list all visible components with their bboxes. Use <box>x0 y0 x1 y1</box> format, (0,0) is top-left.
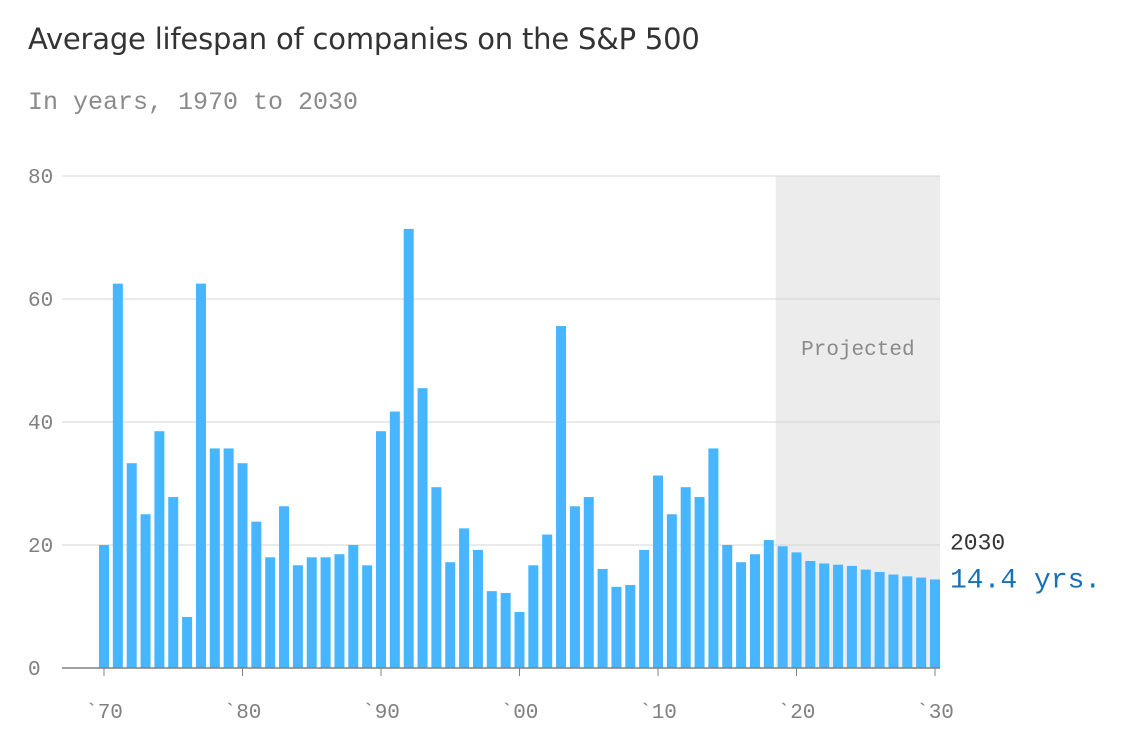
x-tick-label: `30 <box>916 702 954 725</box>
bar <box>694 497 705 668</box>
bar <box>279 506 290 668</box>
x-tick-label: `90 <box>362 702 400 725</box>
bar <box>182 616 193 668</box>
bar <box>195 283 206 668</box>
bar <box>265 557 276 668</box>
y-tick-label: 60 <box>28 290 53 313</box>
bar <box>819 563 830 668</box>
bar <box>223 448 234 668</box>
projected-label: Projected <box>801 339 914 362</box>
bar <box>888 574 899 668</box>
bar <box>708 448 719 668</box>
bar <box>833 564 844 668</box>
bar <box>611 586 622 668</box>
bar <box>569 506 580 668</box>
bar <box>749 554 760 668</box>
x-tick-label: `20 <box>778 702 816 725</box>
bar <box>542 534 553 668</box>
bar <box>916 577 927 668</box>
bar <box>459 528 470 668</box>
bar <box>292 565 303 668</box>
labels: 0 20 40 60 80 `70 `80 `90 `00 `10 `20 `30 2030 14.4 y… <box>28 167 1101 725</box>
bar <box>431 487 442 668</box>
x-tick-label: `80 <box>224 702 262 725</box>
bar <box>860 569 871 668</box>
bar <box>99 545 109 668</box>
x-tick-label: `00 <box>501 702 539 725</box>
bar <box>722 545 733 668</box>
bar <box>334 554 345 668</box>
bar <box>625 584 636 668</box>
bar <box>846 565 857 668</box>
bar <box>154 431 165 668</box>
bar <box>500 592 511 668</box>
bar <box>583 497 594 668</box>
bar <box>168 497 179 668</box>
bar <box>930 579 940 668</box>
bar <box>791 552 802 668</box>
x-tick-label: `10 <box>639 702 677 725</box>
x-tick-label: `70 <box>85 702 123 725</box>
bar <box>209 448 220 668</box>
bar <box>306 557 317 668</box>
bar <box>666 514 677 668</box>
bar <box>140 514 151 668</box>
bar <box>805 560 816 668</box>
bar <box>556 326 567 668</box>
bar <box>680 487 691 668</box>
bar <box>486 591 497 668</box>
bar <box>777 546 788 668</box>
bar <box>653 475 663 668</box>
bar <box>362 565 373 668</box>
bar <box>320 557 331 668</box>
y-tick-label: 0 <box>28 659 41 682</box>
bar <box>639 549 650 668</box>
y-tick-label: 40 <box>28 413 53 436</box>
bar <box>902 576 913 668</box>
bar <box>389 411 400 668</box>
bar <box>514 612 525 668</box>
chart-subtitle: In years, 1970 to 2030 <box>28 88 359 117</box>
bar <box>763 540 774 668</box>
bar <box>417 388 428 668</box>
bar <box>112 283 123 668</box>
chart-title: Average lifespan of companies on the S&P… <box>28 22 700 56</box>
annotation-value: 14.4 yrs. <box>950 565 1101 596</box>
bar <box>472 549 483 668</box>
bar <box>237 463 248 668</box>
bar <box>251 521 262 668</box>
bar <box>445 562 456 668</box>
bar <box>528 565 539 668</box>
gridlines <box>62 175 940 546</box>
annotation-year: 2030 <box>950 530 1005 556</box>
bar <box>403 228 414 668</box>
bar <box>597 568 608 668</box>
bar <box>376 431 386 668</box>
y-tick-label: 20 <box>28 536 53 559</box>
bar <box>874 572 885 668</box>
bar <box>736 562 747 668</box>
bars <box>99 228 940 668</box>
bar <box>348 545 359 668</box>
bar <box>126 463 137 668</box>
y-tick-label: 80 <box>28 167 53 190</box>
axes <box>62 667 940 676</box>
